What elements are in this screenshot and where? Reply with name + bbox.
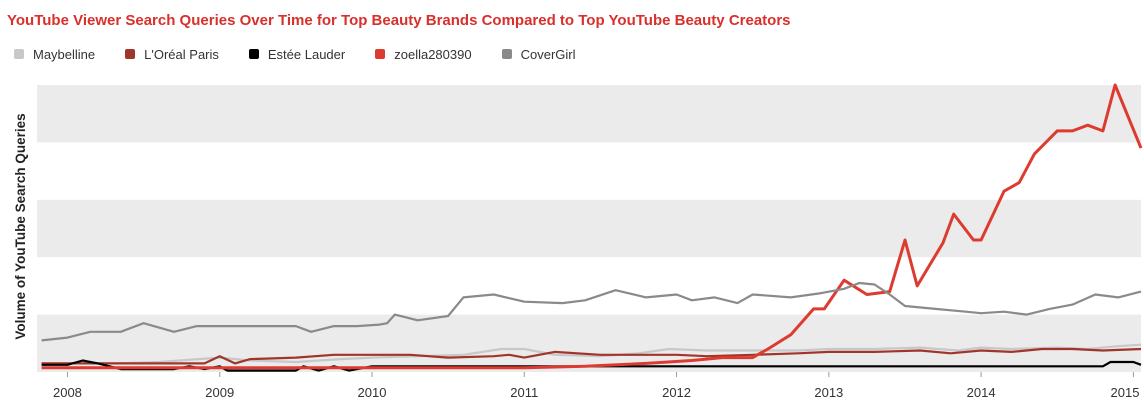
x-tick-label: 2014 [967,385,996,400]
grid-band-2 [37,85,1141,143]
x-tick-label: 2013 [814,385,843,400]
grid-band-0 [37,314,1141,372]
x-tick-label: 2015 [1111,385,1140,400]
legend-label: Maybelline [33,46,96,62]
y-axis-label: Volume of YouTube Search Queries [13,113,28,339]
legend-swatch [375,49,386,59]
legend-item-maybelline: Maybelline [14,47,95,62]
legend-item-zoella280390: zoella280390 [375,46,472,62]
x-tick-label: 2011 [510,385,538,400]
x-tick-label: 2008 [53,385,82,400]
legend-swatch [248,49,259,59]
x-tick-label: 2009 [205,385,234,400]
series-line-l-or-al-paris [41,347,1142,365]
series-line-zoella280390 [41,83,1143,370]
series-line-maybelline [41,343,1142,365]
legend-item-covergirl: CoverGirl [501,46,576,62]
legend-swatch [501,49,512,59]
legend-item-est-e-lauder: Estée Lauder [248,46,346,62]
x-tick-label: 2012 [662,385,691,400]
legend-swatch [14,49,24,59]
legend-label: zoella280390 [394,46,472,62]
legend-label: Estée Lauder [267,46,346,62]
chart-title: YouTube Viewer Search Queries Over Time … [7,12,791,29]
legend: Maybelline L'Oréal Paris Estée Lauder zoell… [14,45,606,63]
legend-item-l-or-al-paris: L'Oréal Paris [125,47,219,62]
legend-label: L'Oréal Paris [144,46,219,62]
x-tick-label: 2010 [358,385,387,400]
legend-label: CoverGirl [520,46,576,62]
grid-band-1 [37,199,1141,258]
series-line-covergirl [41,281,1142,342]
legend-swatch [125,49,136,59]
